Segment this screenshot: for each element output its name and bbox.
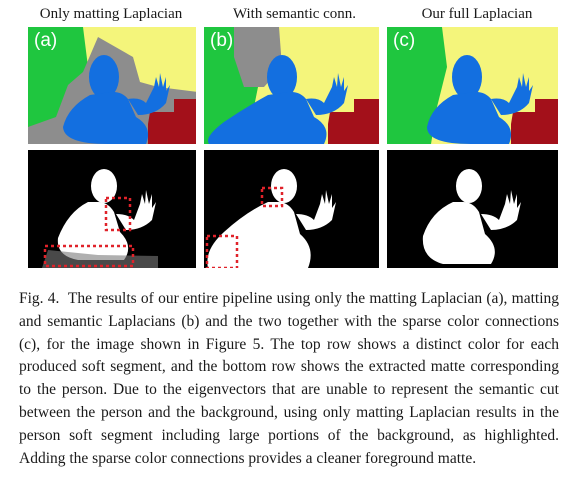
column-title-a: Only matting Laplacian — [39, 6, 183, 22]
column-title-b: With semantic conn. — [232, 6, 357, 22]
caption-text: The results of our entire pipeline using… — [19, 290, 559, 467]
segment-panel-a: (a) — [28, 27, 196, 144]
panel-label-b: (b) — [210, 30, 234, 51]
panel-label-a: (a) — [34, 30, 58, 51]
matte-panel-b — [204, 150, 379, 268]
matte-panel-c — [387, 150, 558, 268]
figure-caption: Fig. 4. The results of our entire pipeli… — [19, 288, 559, 470]
panel-label-c: (c) — [393, 30, 416, 51]
segment-panel-c: (c) — [387, 27, 558, 144]
caption-label: Fig. 4. — [19, 290, 60, 307]
segment-panel-b: (b) — [204, 27, 379, 144]
matte-panel-a — [28, 150, 196, 268]
column-title-c: Our full Laplacian — [421, 6, 533, 22]
